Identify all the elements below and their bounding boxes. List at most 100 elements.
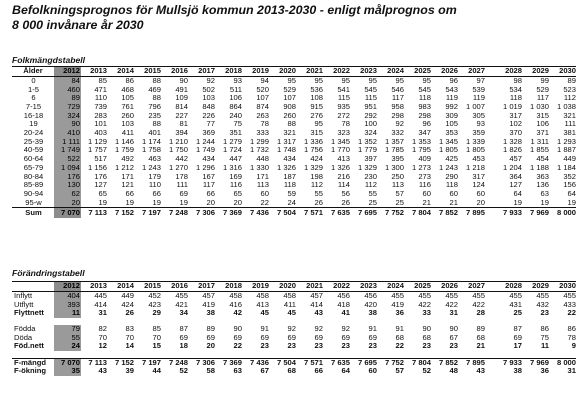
spacer-row [12,351,576,358]
table-cell: 29 [152,309,161,318]
table-cell: 7 070 [54,357,81,368]
table-cell: 457 [310,291,323,300]
table-cell: 115 [364,94,377,103]
table-cell: 119 [472,94,485,103]
table-cell: 7 695 [351,357,378,368]
table-cell: 434 [283,155,296,164]
table-cell: 70 [98,333,107,342]
table-cell: 106 [229,94,242,103]
table-row: 7-15 729 739 761 796 814 848 864 874 908 915 935 951… [12,102,576,112]
table-cell: 814 [175,102,188,112]
table-cell: 98 [513,76,522,85]
table-cell: 22 [567,309,576,318]
table-cell: 75 [233,120,242,129]
table-cell: 60 [368,367,377,376]
header-row: 2012 2013 2014 2015 2016 2017 2018 2019 2020 2021… [12,281,576,292]
table-cell: 1 758 [141,146,161,155]
table-cell: 351 [229,129,242,138]
table-cell: 1 038 [556,102,576,112]
column-gap [486,172,496,181]
table-cell: 14 [125,342,134,351]
table-cell: 433 [563,300,576,309]
table-cell: 110 [148,181,161,190]
table-cell: 57 [395,189,404,198]
table-cell: 23 [260,342,269,351]
row-label: Sum [12,207,54,218]
table-cell: 55 [368,189,377,198]
table-cell: 983 [418,102,431,112]
table-row: 20-24 410 403 411 401 394 369 351 333 321 315 323 32… [12,129,576,138]
table-cell: 1 330 [249,163,269,172]
year-header: 2017 [189,281,216,292]
table-cell: 23 [422,342,431,351]
table-cell: 36 [395,309,404,318]
table-cell: 536 [310,85,323,94]
table-cell: 58 [206,367,215,376]
year-header: 2018 [216,66,243,77]
column-gap [486,94,496,103]
year-header: 2012 [54,281,81,292]
sum-cell: 7 113 [81,207,108,218]
table-cell: 541 [337,85,350,94]
table-cell: 263 [256,111,269,120]
column-gap [486,309,496,318]
table-row: Döda 55 70 70 70 69 69 69 69 69 69 69 69 68 68 67 68 69 75… [12,333,576,343]
table-cell: 25 [513,309,522,318]
table-row: Föd.nett 24 12 14 15 18 20 22 23 23 23 23 23 22 23 23 21… [12,342,576,352]
column-gap [486,112,496,121]
table-cell: 333 [256,129,269,138]
table-cell: 352 [563,172,576,181]
table-cell: 105 [445,120,458,129]
table-cell: 8 000 [550,357,576,368]
table-cell: 44 [152,367,161,376]
row-label: Döda [14,333,33,342]
table-cell: 96 [449,76,458,85]
sum-row: Sum 7 070 7 113 7 152 7 197 7 248 7 306 7 369 7 … [12,207,576,218]
table-cell: 69 [233,333,242,342]
column-gap [486,138,496,147]
table-cell: 395 [391,155,404,164]
table-cell: 86 [125,76,134,85]
table-cell: 103 [202,94,215,103]
table-cell: 1 184 [556,163,576,172]
table-cell: 305 [472,111,485,120]
table-cell: 118 [418,94,431,103]
table-cell: 7 248 [162,357,189,368]
table-cell: 7 933 [496,357,523,368]
table-cell: 454 [536,155,549,164]
table-cell: 118 [283,181,296,190]
column-gap [486,367,496,376]
table-cell: 78 [260,120,269,129]
table-cell: 455 [175,291,188,300]
table-cell: 324 [364,129,377,138]
table-cell: 235 [148,111,161,120]
table-cell: 91 [395,324,404,334]
table-cell: 20 [206,342,215,351]
table-cell: 359 [472,129,485,138]
table-cell: 457 [509,155,522,164]
table-cell: 15 [152,342,161,351]
table-cell: 1 188 [529,163,549,172]
table-cell: 413 [256,300,269,309]
table-cell: 260 [121,111,134,120]
forandring-table: 2012 2013 2014 2015 2016 2017 2018 2019 2020 2021… [12,281,576,376]
table-cell: 12 [98,342,107,351]
table-cell: 109 [175,94,188,103]
table-cell: 36 [540,367,549,376]
year-header: 2027 [459,66,486,77]
table-cell: 272 [337,111,350,120]
table-cell: 92 [314,324,323,334]
table-cell: 458 [229,291,242,300]
table-cell: 250 [391,172,404,181]
table-cell: 19 [540,198,549,207]
table-cell: 520 [256,85,269,94]
column-gap [486,190,496,199]
table-cell: 110 [94,94,107,103]
table-cell: 68 [287,367,296,376]
table-cell: 117 [202,181,215,190]
table-row: 0 84 85 86 88 90 92 93 94 95 95 95 95 95 95 96 97 98 99 89 [12,76,576,86]
table-row: 60-64 522 517 492 463 442 434 447 448 434 424 413 39… [12,155,576,164]
table-cell: 419 [391,300,404,309]
table-cell: 93 [476,120,485,129]
table-cell: 1 299 [249,137,269,146]
